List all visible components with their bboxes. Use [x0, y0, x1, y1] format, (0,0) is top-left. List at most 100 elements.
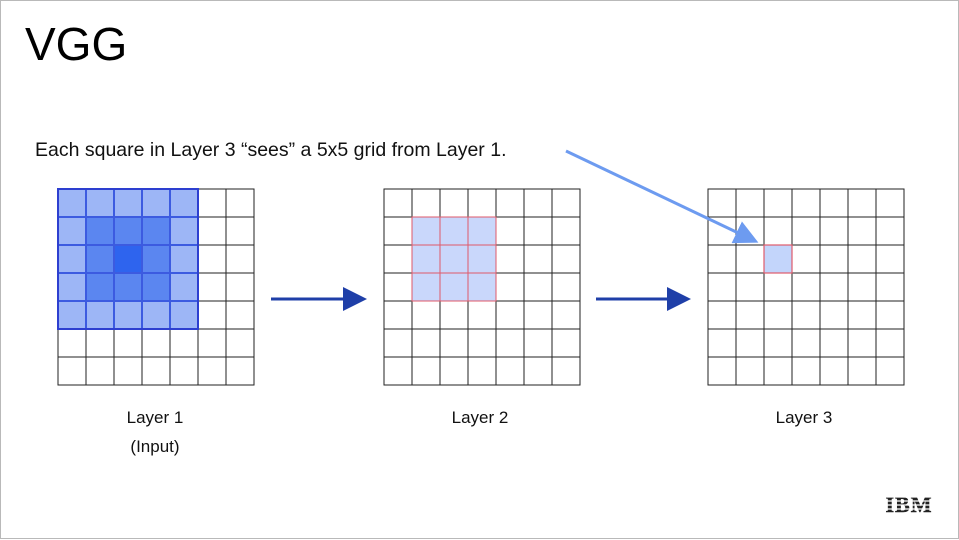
grid-cell: [169, 300, 199, 330]
grid-cell: [791, 356, 821, 386]
grid-cell: [383, 272, 413, 302]
grid-cell: [197, 188, 227, 218]
grid-cell: [551, 188, 581, 218]
grid-cell: [763, 300, 793, 330]
grid-cell: [791, 216, 821, 246]
pointer-arrow: [565, 149, 759, 244]
grid-cell: [85, 188, 115, 218]
grid-cell: [85, 216, 115, 246]
ibm-logo: IBM: [879, 492, 939, 517]
grid-cell: [763, 216, 793, 246]
grid-cell: [411, 300, 441, 330]
grid-cell: [707, 272, 737, 302]
layer-3-grid: [707, 188, 905, 386]
grid-cell: [383, 300, 413, 330]
grid-cell: [439, 188, 469, 218]
grid-cell: [551, 300, 581, 330]
grid-cell: [551, 356, 581, 386]
highlight-cell-border: [467, 272, 497, 302]
grid-cell: [735, 300, 765, 330]
grid-cell: [847, 300, 877, 330]
grid-cell: [57, 300, 87, 330]
grid-cell: [819, 300, 849, 330]
grid-cell: [495, 244, 525, 274]
grid-cell: [875, 244, 905, 274]
grid-cell: [763, 328, 793, 358]
grid-cell: [411, 356, 441, 386]
grid-cell: [439, 356, 469, 386]
grid-cell: [875, 356, 905, 386]
grid-cell: [169, 188, 199, 218]
grid-cell: [523, 216, 553, 246]
grid-cell: [113, 328, 143, 358]
grid-cell: [875, 216, 905, 246]
grid-cell: [439, 216, 469, 246]
grid-cell: [467, 216, 497, 246]
grid-cell: [383, 244, 413, 274]
grid-cell: [819, 244, 849, 274]
grid-cell: [113, 356, 143, 386]
grid-cell: [225, 356, 255, 386]
grid-cell: [791, 328, 821, 358]
grid-cell: [383, 356, 413, 386]
grid-cell: [439, 244, 469, 274]
layer-1-grid: [57, 188, 255, 386]
grid-cell: [439, 300, 469, 330]
grid-cell: [411, 328, 441, 358]
grid-cell: [523, 188, 553, 218]
grid-cell: [551, 272, 581, 302]
grid-cell: [735, 244, 765, 274]
grid-cell: [763, 244, 793, 274]
grid-cell: [707, 244, 737, 274]
grid-cell: [85, 300, 115, 330]
grid-cell: [383, 328, 413, 358]
grid-cell: [523, 300, 553, 330]
grid-cell: [495, 272, 525, 302]
grid-cell: [467, 188, 497, 218]
grid-cell: [735, 272, 765, 302]
grid-cell: [57, 216, 87, 246]
grid-cell: [383, 216, 413, 246]
grid-cell: [523, 272, 553, 302]
grid-cell: [197, 300, 227, 330]
grid-cell: [467, 328, 497, 358]
grid-cell: [439, 328, 469, 358]
grid-cell: [57, 188, 87, 218]
highlight-cell-border: [114, 217, 142, 245]
highlight-cell-border: [142, 273, 170, 301]
grid-cell: [57, 272, 87, 302]
grid-cell: [875, 328, 905, 358]
target-cell-border: [763, 244, 793, 274]
grid-cell: [57, 356, 87, 386]
grid-cell: [819, 356, 849, 386]
grid-cell: [197, 244, 227, 274]
grid-cell: [819, 272, 849, 302]
grid-cell: [847, 188, 877, 218]
grid-cell: [523, 328, 553, 358]
grid-cell: [141, 356, 171, 386]
grid-cell: [85, 244, 115, 274]
grid-cell: [735, 328, 765, 358]
grid-cell: [141, 300, 171, 330]
grid-cell: [225, 244, 255, 274]
grid-cell: [791, 272, 821, 302]
grid-cell: [225, 300, 255, 330]
layer-2-label: Layer 2: [451, 408, 509, 427]
grid-cell: [819, 188, 849, 218]
grid-cell: [383, 188, 413, 218]
grid-cell: [197, 216, 227, 246]
grid-cell: [113, 244, 143, 274]
grid-cell: [847, 328, 877, 358]
grid-cell: [791, 188, 821, 218]
grid-cell: [875, 300, 905, 330]
grid-cell: [763, 188, 793, 218]
grid-cell: [169, 328, 199, 358]
grid-cell: [169, 272, 199, 302]
grid-cell: [707, 356, 737, 386]
grid-cell: [495, 356, 525, 386]
grid-cell: [113, 216, 143, 246]
grid-cell: [791, 300, 821, 330]
grid-cell: [113, 272, 143, 302]
